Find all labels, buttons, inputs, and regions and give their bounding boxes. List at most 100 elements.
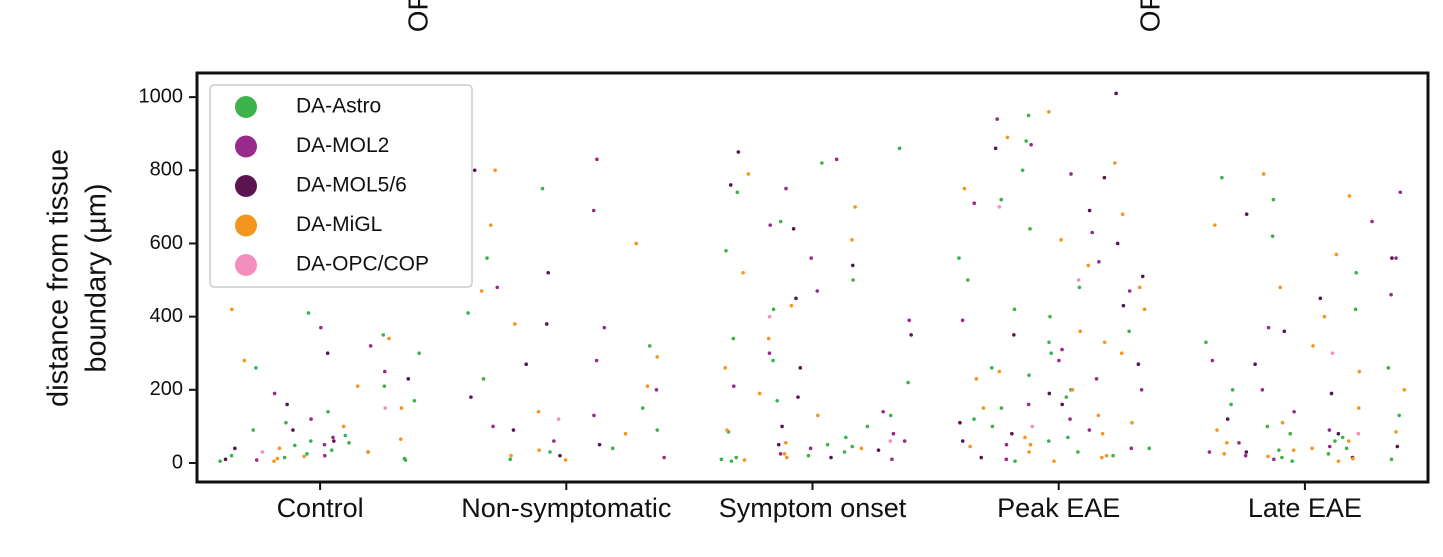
point — [1389, 292, 1393, 297]
point — [260, 450, 265, 454]
point — [1147, 446, 1152, 451]
point — [1076, 278, 1081, 282]
point — [767, 351, 772, 356]
point — [809, 256, 814, 260]
point — [306, 311, 311, 315]
point — [1346, 439, 1351, 443]
y-axis-label: distance from tissue — [43, 149, 75, 407]
point — [757, 391, 762, 396]
point — [1010, 431, 1014, 436]
point — [962, 186, 967, 191]
point — [731, 336, 736, 341]
point — [524, 362, 529, 367]
point — [322, 453, 327, 458]
point — [789, 303, 794, 308]
point — [1090, 230, 1095, 235]
point — [1077, 285, 1082, 290]
point — [1207, 450, 1212, 454]
point — [406, 377, 411, 381]
point — [546, 270, 551, 275]
point — [488, 223, 493, 227]
point — [729, 459, 734, 463]
point — [1270, 234, 1275, 238]
point — [1049, 351, 1053, 356]
point — [1030, 424, 1035, 429]
point — [1121, 303, 1126, 308]
point — [272, 391, 277, 396]
point — [479, 289, 484, 293]
point — [1060, 347, 1064, 352]
legend-label: DA-Astro — [296, 95, 381, 118]
point — [1344, 446, 1349, 451]
point — [780, 424, 784, 429]
point — [997, 369, 1002, 374]
point — [1013, 459, 1017, 463]
point — [1356, 406, 1361, 410]
point — [888, 439, 893, 443]
legend-label: DA-OPC/COP — [296, 253, 429, 276]
point — [1028, 227, 1032, 231]
point — [347, 441, 351, 445]
point — [844, 435, 848, 440]
point — [1266, 454, 1270, 459]
point — [725, 428, 729, 432]
point — [1115, 241, 1120, 246]
point — [322, 442, 327, 447]
point — [719, 457, 724, 462]
point — [1087, 208, 1092, 213]
point — [815, 289, 820, 293]
point — [495, 285, 500, 290]
point — [1048, 314, 1052, 319]
point — [1322, 314, 1327, 319]
point — [775, 398, 779, 403]
point — [1136, 362, 1141, 367]
point — [655, 428, 660, 432]
point — [293, 443, 297, 448]
point — [1023, 435, 1027, 440]
point — [326, 409, 330, 414]
point — [623, 431, 628, 436]
point — [1311, 344, 1315, 348]
point — [251, 428, 256, 432]
point — [485, 256, 489, 260]
point — [595, 157, 599, 162]
point — [1402, 388, 1407, 392]
point — [1027, 450, 1031, 454]
x-tick-label: Symptom onset — [719, 493, 907, 523]
point — [960, 318, 965, 323]
point — [594, 358, 599, 363]
point — [1220, 175, 1224, 180]
point — [829, 455, 833, 460]
point — [1395, 444, 1400, 449]
legend-label: DA-MOL2 — [296, 134, 389, 157]
point — [329, 448, 334, 452]
point — [1004, 442, 1009, 447]
point — [1278, 285, 1283, 290]
point — [1139, 388, 1144, 392]
point — [368, 344, 373, 348]
point — [1046, 439, 1051, 443]
point — [741, 270, 745, 275]
point — [1130, 420, 1134, 425]
point — [343, 433, 348, 438]
point — [1215, 428, 1219, 432]
point — [382, 369, 387, 374]
point — [272, 459, 276, 463]
point — [1271, 197, 1276, 202]
point — [1078, 329, 1083, 334]
point — [1390, 256, 1394, 260]
point — [1104, 453, 1109, 458]
point — [771, 358, 775, 363]
point — [1047, 109, 1051, 114]
point — [398, 437, 403, 441]
point — [1389, 457, 1394, 462]
point — [610, 446, 615, 451]
point — [728, 183, 733, 187]
point — [1060, 402, 1064, 407]
point — [403, 458, 408, 462]
point — [493, 168, 497, 173]
point — [1012, 307, 1017, 312]
point — [731, 384, 736, 388]
point — [602, 325, 607, 330]
